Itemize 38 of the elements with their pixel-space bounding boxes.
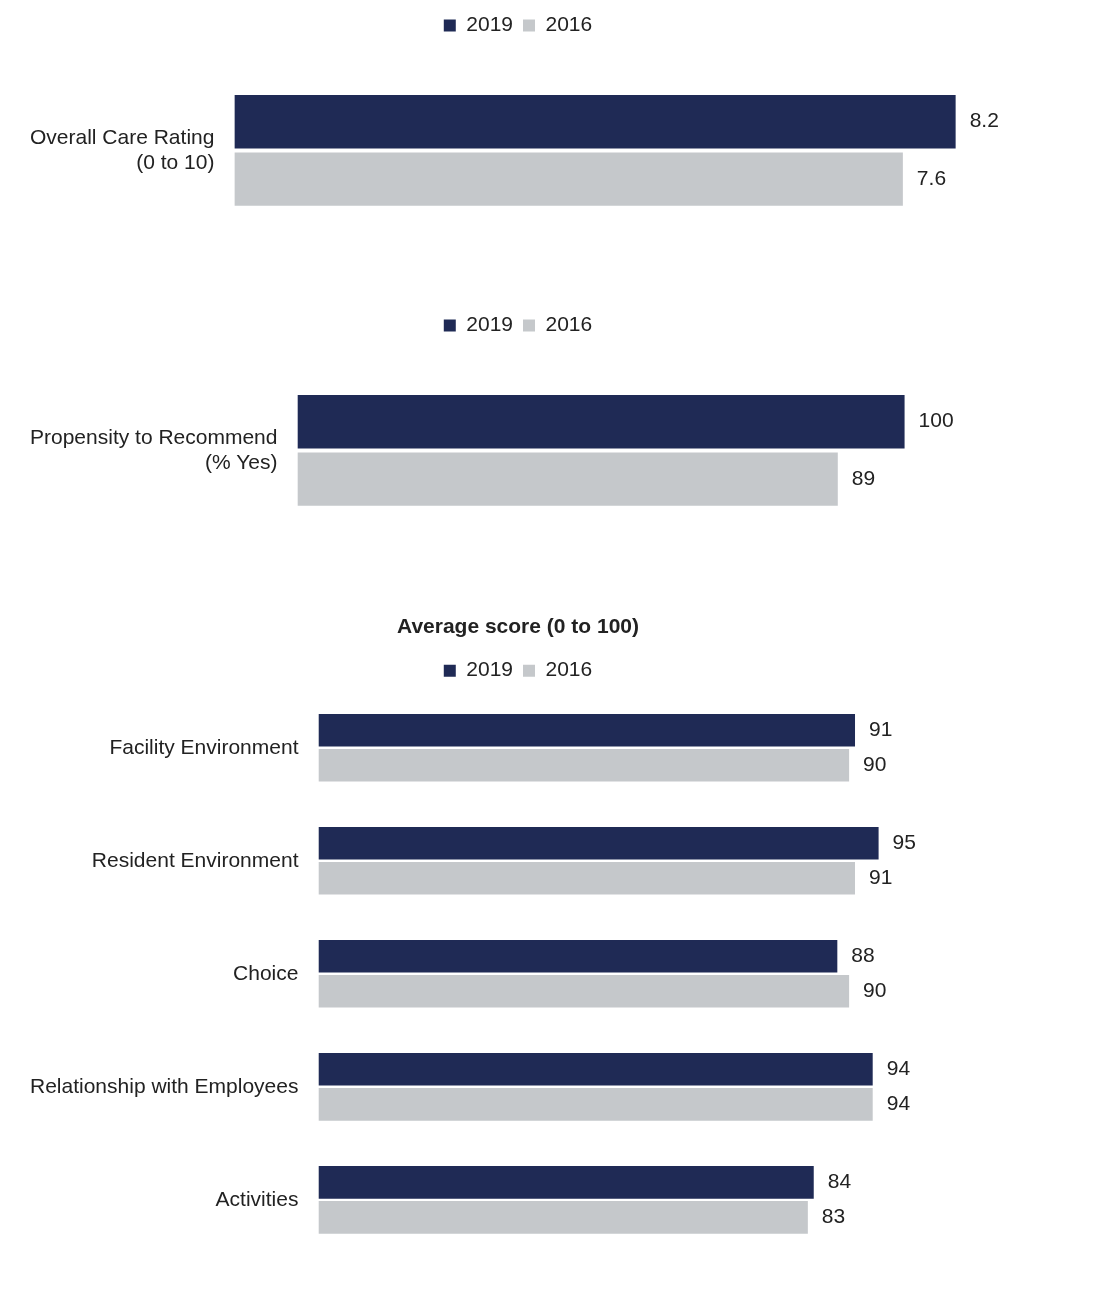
y-tick-label: Activities bbox=[215, 1186, 299, 1210]
bar bbox=[318, 939, 838, 973]
bar bbox=[318, 1088, 873, 1121]
data-label: 89 bbox=[851, 465, 876, 489]
bar bbox=[318, 826, 879, 860]
data-label: 100 bbox=[918, 408, 954, 432]
data-label: 90 bbox=[863, 978, 887, 1002]
data-label: 94 bbox=[886, 1091, 911, 1115]
data-label: 94 bbox=[886, 1056, 911, 1080]
bar bbox=[318, 975, 850, 1008]
legend-label: 2016 bbox=[545, 657, 593, 681]
legend-label: 2016 bbox=[545, 312, 593, 336]
data-label: 95 bbox=[892, 830, 916, 854]
y-tick-label: Overall Care Rating (0 to 10) bbox=[30, 124, 215, 173]
legend-label: 2019 bbox=[466, 657, 513, 681]
y-tick-label: Choice bbox=[233, 960, 299, 984]
data-label: 90 bbox=[863, 752, 887, 776]
y-tick-label: Resident Environment bbox=[91, 847, 299, 871]
legend-label: 2019 bbox=[466, 12, 513, 36]
bar bbox=[318, 1053, 873, 1086]
legend-label: 2016 bbox=[545, 12, 593, 36]
y-tick-label: Facility Environment bbox=[109, 734, 299, 758]
chart-title: Average score (0 to 100) bbox=[396, 614, 640, 638]
y-tick-label: Relationship with Employees bbox=[30, 1073, 299, 1097]
data-label: 8.2 bbox=[969, 108, 999, 132]
data-label: 91 bbox=[869, 865, 893, 889]
data-label: 91 bbox=[869, 717, 893, 740]
bar bbox=[318, 1201, 808, 1234]
bar bbox=[318, 748, 850, 782]
legend-label: 2019 bbox=[466, 312, 513, 336]
bar bbox=[318, 861, 856, 895]
data-label: 84 bbox=[827, 1169, 852, 1193]
data-label: 7.6 bbox=[916, 165, 947, 189]
data-label: 88 bbox=[851, 943, 875, 967]
bar bbox=[318, 713, 856, 747]
y-tick-label: Propensity to Recommend (% Yes) bbox=[29, 424, 278, 473]
bar bbox=[318, 1166, 814, 1199]
data-label: 83 bbox=[821, 1204, 846, 1228]
